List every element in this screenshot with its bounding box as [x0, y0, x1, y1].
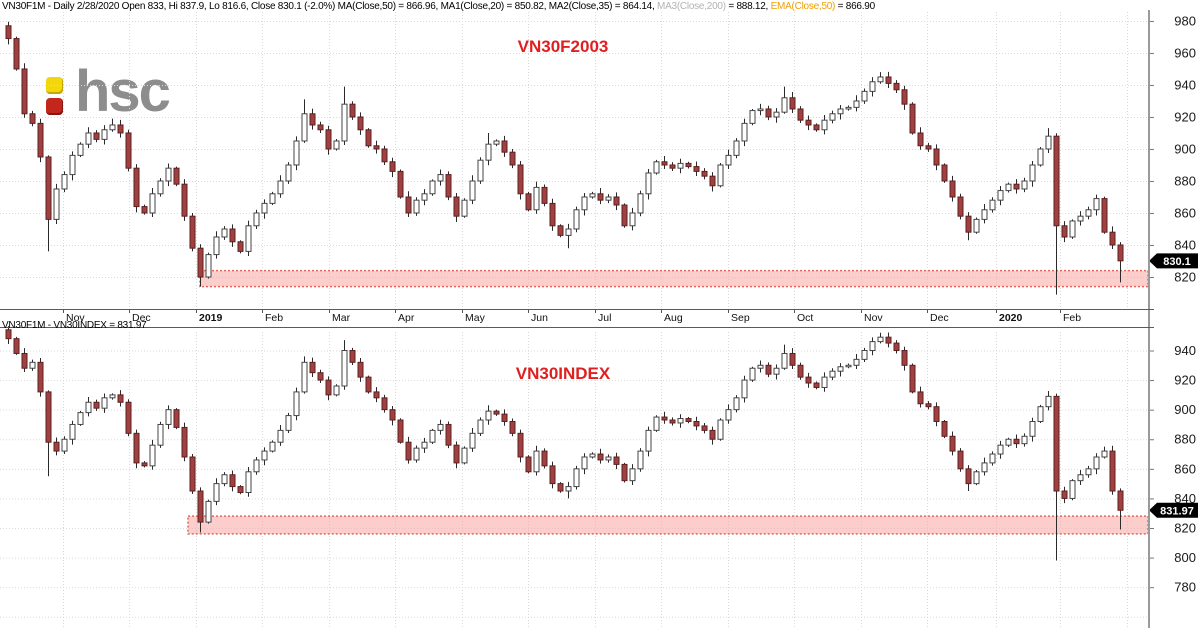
y-axis-label: 860	[1174, 205, 1196, 220]
y-axis-label: 820	[1174, 269, 1196, 284]
x-axis-label: Oct	[797, 312, 814, 324]
x-axis-tick	[262, 309, 263, 313]
y-axis-label: 820	[1174, 521, 1196, 536]
bottom-chart-title: VN30INDEX	[515, 364, 611, 383]
support-zone	[199, 269, 1149, 288]
x-axis-tick	[462, 309, 463, 313]
y-axis-label: 880	[1174, 432, 1196, 447]
x-axis-label: Nov	[864, 312, 883, 324]
x-axis-label: Apr	[398, 312, 415, 324]
x-axis-tick	[595, 309, 596, 313]
x-axis-tick	[196, 309, 197, 313]
hsc-logo: hsc	[46, 59, 171, 124]
y-axis-label: 980	[1174, 13, 1196, 28]
x-axis-label: Feb	[265, 312, 284, 324]
x-axis-label: 2020	[999, 312, 1023, 324]
y-axis-label: 840	[1174, 491, 1196, 506]
y-axis-label: 880	[1174, 173, 1196, 188]
indicator-statusbar: VN30F1M - Daily 2/28/2020 Open 833, Hi 8…	[2, 1, 875, 12]
x-axis-label: Jun	[531, 312, 548, 324]
last-price-tag	[1149, 502, 1198, 518]
x-axis-tick	[329, 309, 330, 313]
y-axis-label: 920	[1174, 373, 1196, 388]
last-price-tag-text: 830.1	[1163, 256, 1191, 268]
x-axis-label: Dec	[132, 312, 151, 324]
x-axis-tick	[996, 309, 997, 313]
candlestick-series-top[interactable]	[5, 21, 1124, 295]
y-axis-label: 780	[1174, 580, 1196, 595]
y-axis-label: 920	[1174, 109, 1196, 124]
y-axis-label: 960	[1174, 45, 1196, 60]
x-axis-tick	[63, 309, 64, 313]
y-axis-label: 900	[1174, 402, 1196, 417]
ema-value: = 866.90	[835, 1, 875, 12]
last-price-tag	[1149, 253, 1198, 269]
x-axis-label: 2019	[199, 312, 223, 324]
top-panel-axis-divider	[0, 309, 1154, 310]
ema-label: EMA(Close,50)	[770, 1, 836, 12]
x-axis-tick	[728, 309, 729, 313]
x-axis-month-strip[interactable]: Nov Dec 2019 Feb Mar Apr May Jun Jul Aug Sep Oct Nov…	[0, 309, 1148, 327]
logo-text: hsc	[75, 59, 171, 124]
x-axis-tick	[129, 309, 130, 313]
y-axis-line[interactable]	[1148, 10, 1150, 628]
symbol-ohlc-text: VN30F1M - Daily 2/28/2020 Open 833, Hi 8…	[2, 1, 658, 12]
x-axis-tick	[528, 309, 529, 313]
x-axis-label: Aug	[664, 312, 683, 324]
x-axis-tick	[1060, 309, 1061, 313]
ma3-label: MA3(Close,200)	[657, 1, 726, 12]
x-axis-tick	[927, 309, 928, 313]
x-axis-tick	[794, 309, 795, 313]
x-axis-label: Dec	[930, 312, 949, 324]
bottom-chart-statusline: VN30F1M - VN30INDEX = 831.97	[2, 320, 147, 331]
y-axis-label: 800	[1174, 550, 1196, 565]
y-axis-label: 940	[1174, 343, 1196, 358]
y-axis-label: 840	[1174, 237, 1196, 252]
y-axis-label: 940	[1174, 77, 1196, 92]
x-axis-tick	[661, 309, 662, 313]
y-axis-label: 860	[1174, 461, 1196, 476]
x-axis-tick	[395, 309, 396, 313]
x-axis-label: Jul	[598, 312, 612, 324]
support-zone	[187, 515, 1149, 535]
xaxis-strip-divider	[0, 327, 1154, 328]
x-axis-label: Mar	[332, 312, 351, 324]
x-axis-label: Nov	[66, 312, 85, 324]
x-axis-label: Sep	[731, 312, 750, 324]
last-price-tag-text: 831.97	[1160, 505, 1194, 517]
ma3-value: = 888.12,	[725, 1, 771, 12]
logo-red-square-icon	[46, 98, 63, 115]
top-chart-title: VN30F2003	[517, 37, 609, 56]
x-axis-label: Feb	[1063, 312, 1082, 324]
y-axis-label: 900	[1174, 141, 1196, 156]
candlestick-series-bottom[interactable]	[5, 326, 1124, 561]
x-axis-tick	[861, 309, 862, 313]
x-axis-label: May	[465, 312, 485, 324]
